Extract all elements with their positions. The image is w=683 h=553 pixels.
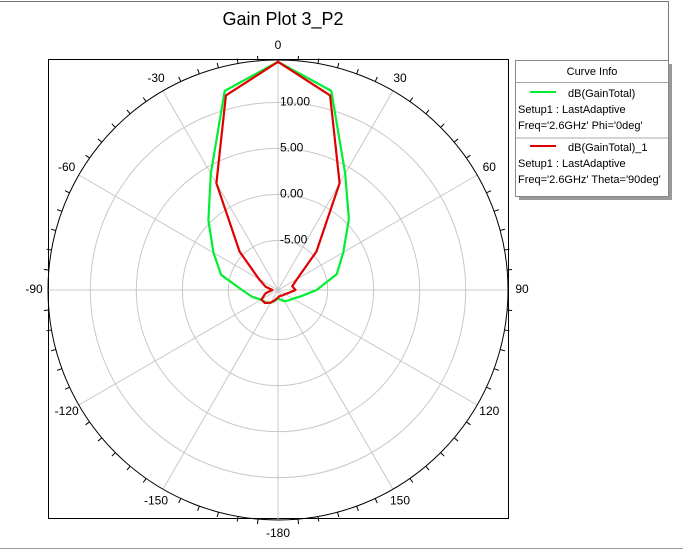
minor-tick [409,478,414,483]
grid-spoke [277,289,394,490]
minor-tick [317,516,320,522]
grid-spoke [277,90,394,291]
grid-spoke [162,289,279,490]
minor-tick [197,505,200,511]
minor-tick [493,368,499,371]
angle-tick-label: 60 [483,160,497,174]
curve [207,60,350,304]
grid-spoke [162,90,279,291]
grid-spoke [277,289,478,406]
legend-title: Curve Info [567,66,618,78]
angle-tick-label: 90 [515,282,529,296]
angle-tick-label: 30 [393,71,407,85]
minor-tick [356,69,359,75]
angle-tick-label: -90 [25,282,43,296]
minor-tick [317,58,320,64]
angle-tick-label: -60 [58,160,76,174]
minor-tick [409,97,414,102]
r-tick-label: 5.00 [280,140,304,154]
minor-tick [178,76,182,82]
minor-tick [374,76,378,82]
angle-tick-label: -30 [147,71,165,85]
minor-tick [236,58,239,64]
minor-tick [126,465,131,471]
angle-tick-label: 120 [479,404,499,418]
minor-tick [356,505,359,511]
angle-tick-label: -180 [266,526,290,540]
minor-tick [64,386,70,390]
minor-tick [46,329,52,332]
minor-tick [97,138,103,143]
chart-title: Gain Plot 3_P2 [222,9,343,30]
minor-tick [50,228,56,231]
minor-tick [50,349,56,352]
minor-tick [486,190,492,194]
legend-label: dB(GainTotal) [568,88,635,100]
legend-setup: Setup1 : LastAdaptive [518,158,626,170]
grid-spoke [78,289,279,406]
polar-plot: 0 30 60 90 120 150 -180 -150 -120 -90 -60 -30 -5.00 0… [25,38,529,540]
legend-condition: Freq='2.6GHz' Theta='90deg' [518,174,661,186]
legend-box [515,60,669,197]
legend-condition: Freq='2.6GHz' Phi='0deg' [518,120,643,132]
legend-setup: Setup1 : LastAdaptive [518,104,626,116]
minor-tick [111,452,116,457]
minor-tick [111,123,116,128]
minor-tick [486,386,492,390]
minor-tick [440,123,445,128]
angle-tick-label: 150 [390,493,410,507]
r-tick-label: 0.00 [280,186,304,200]
minor-tick [216,62,219,68]
minor-tick [46,248,52,251]
curve [215,60,341,305]
legend-label: dB(GainTotal)_1 [568,142,648,154]
minor-tick [500,349,506,352]
minor-tick [57,209,63,212]
minor-tick [440,452,445,457]
minor-tick [236,516,239,522]
minor-tick [216,512,219,518]
minor-tick [97,437,103,442]
minor-tick [337,62,340,68]
grid-spoke [78,174,279,291]
outer-ring [47,59,509,521]
minor-tick [453,138,459,143]
minor-tick [504,248,510,251]
minor-tick [374,498,378,504]
minor-tick [466,154,471,159]
minor-tick [337,512,340,518]
angle-tick-label: -120 [55,404,79,418]
minor-tick [453,437,459,442]
minor-tick [466,421,471,426]
minor-tick [57,368,63,371]
minor-tick [425,465,430,471]
minor-tick [178,498,182,504]
minor-tick [493,209,499,212]
minor-tick [197,69,200,75]
grid-spoke [277,174,478,291]
minor-tick [500,228,506,231]
r-tick-label: 10.00 [280,94,310,108]
minor-tick [85,154,90,159]
minor-tick [142,478,147,483]
minor-tick [504,329,510,332]
angle-tick-label: -150 [144,493,168,507]
minor-tick [64,190,70,194]
r-tick-label: -5.00 [280,232,308,246]
minor-tick [85,421,90,426]
angle-tick-label: 0 [275,38,282,52]
legend: dB(GainTotal) Setup1 : LastAdaptive Freq='… [516,88,668,186]
minor-tick [126,109,131,115]
minor-tick [425,109,430,115]
minor-tick [142,97,147,102]
